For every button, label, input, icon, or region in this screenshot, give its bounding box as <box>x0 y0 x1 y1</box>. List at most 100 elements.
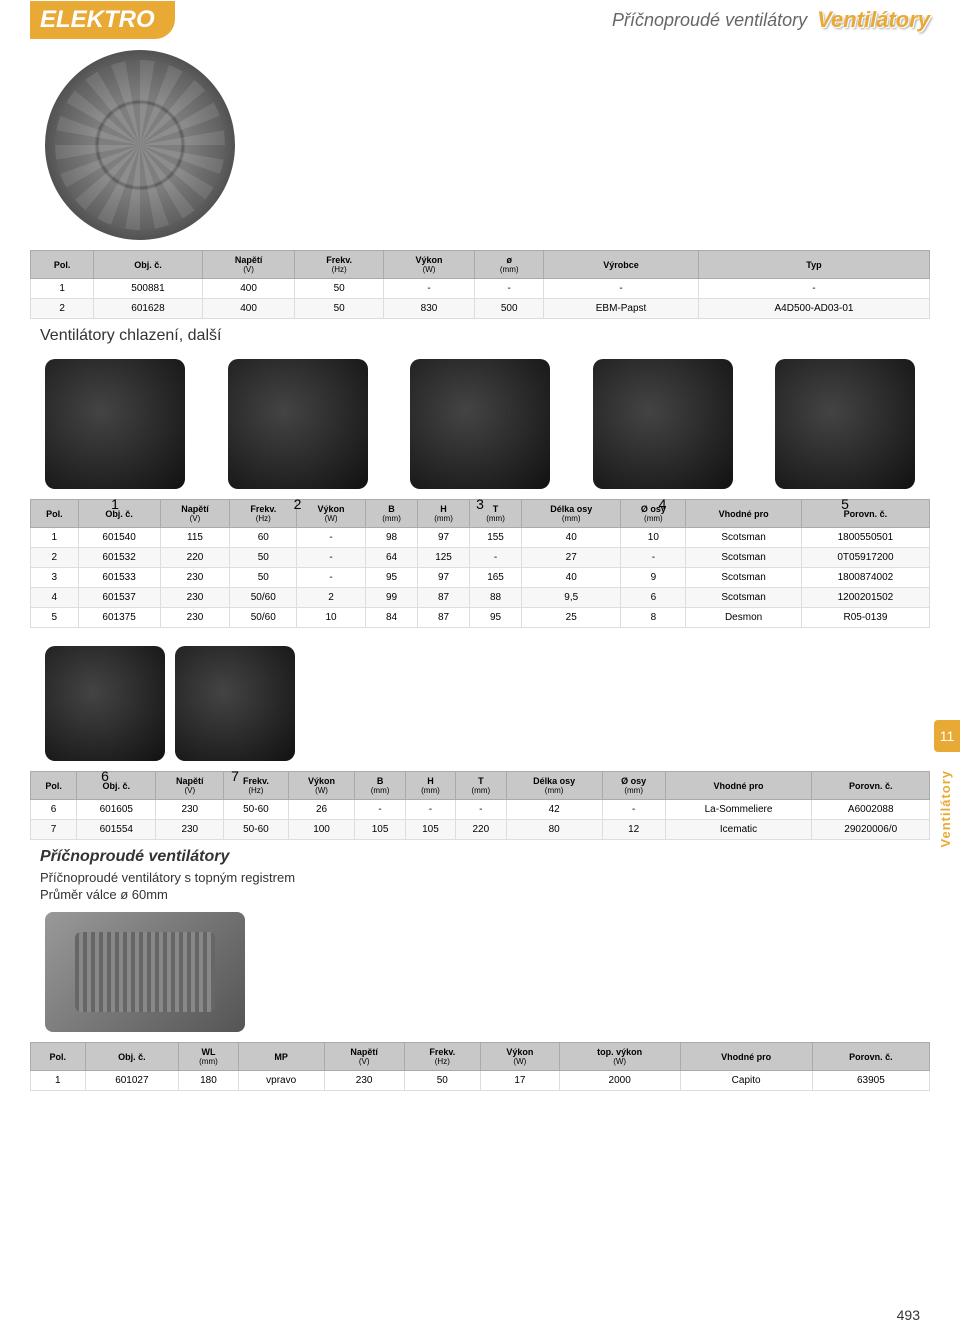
table-cell: 50 <box>230 548 297 568</box>
table-cell: A4D500-AD03-01 <box>698 299 929 319</box>
table-row: 360153323050-9597165409Scotsman180087400… <box>31 568 930 588</box>
table-cell: 84 <box>366 608 418 628</box>
table-header: H(mm) <box>418 500 470 528</box>
table-header: Porovn. č. <box>801 500 929 528</box>
table-header: Napětí(V) <box>202 251 295 279</box>
motor-label-2: 2 <box>294 496 302 512</box>
table-cell: 64 <box>366 548 418 568</box>
side-tab-text: Ventilátory <box>934 760 957 857</box>
table-header: Vhodné pro <box>665 772 812 800</box>
axial-fan-image <box>45 50 235 240</box>
table-row: 1601027180vpravo23050172000Capito63905 <box>31 1071 930 1091</box>
table-header: WL(mm) <box>179 1043 239 1071</box>
table-cell: 2 <box>297 588 366 608</box>
table-cell: 27 <box>522 548 621 568</box>
table-cell: 50 <box>404 1071 480 1091</box>
table-header: Vhodné pro <box>686 500 802 528</box>
table-cell: 17 <box>480 1071 559 1091</box>
table-cell: 3 <box>31 568 79 588</box>
table-cell: 50/60 <box>230 608 297 628</box>
table-cell: EBM-Papst <box>544 299 699 319</box>
section-sub-1: Příčnoproudé ventilátory s topným regist… <box>40 870 930 885</box>
motor-label-6: 6 <box>101 768 109 784</box>
table-cell: 50-60 <box>224 820 289 840</box>
table-cell: - <box>456 800 506 820</box>
table-header: Pol. <box>31 251 94 279</box>
table-cell: 95 <box>366 568 418 588</box>
table-cell: 4 <box>31 588 79 608</box>
table-cell: - <box>405 800 455 820</box>
table-header: Frekv.(Hz) <box>404 1043 480 1071</box>
table-cell: 601605 <box>77 800 156 820</box>
table-header: Porovn. č. <box>812 1043 929 1071</box>
table-header: Výkon(W) <box>297 500 366 528</box>
table-cell: 1800550501 <box>801 528 929 548</box>
motor-label-5: 5 <box>841 496 849 512</box>
motor-image-6 <box>45 646 165 761</box>
table-cell: - <box>544 279 699 299</box>
table-cell: 500 <box>475 299 544 319</box>
table-cell: 165 <box>470 568 522 588</box>
table-header: Obj. č. <box>77 772 156 800</box>
table-header: Frekv.(Hz) <box>295 251 383 279</box>
table-header: Délka osy(mm) <box>522 500 621 528</box>
table-cell: Scotsman <box>686 568 802 588</box>
table-header: Obj. č. <box>85 1043 179 1071</box>
table-cell: 26 <box>288 800 355 820</box>
table-cell: 601537 <box>78 588 160 608</box>
motor-image-5 <box>775 359 915 489</box>
page-header: ELEKTRO Příčnoproudé ventilátory Ventilá… <box>30 0 930 40</box>
table-cell: 601628 <box>94 299 203 319</box>
table-row: 260162840050830500EBM-PapstA4D500-AD03-0… <box>31 299 930 319</box>
table-cell: 95 <box>470 608 522 628</box>
table-cooling-motors-1: Pol.Obj. č.Napětí(V)Frekv.(Hz)Výkon(W)B(… <box>30 499 930 628</box>
table-header: T(mm) <box>456 772 506 800</box>
table-header: Pol. <box>31 500 79 528</box>
motor-label-3: 3 <box>476 496 484 512</box>
table-cell: - <box>297 548 366 568</box>
table-cell: 601554 <box>77 820 156 840</box>
table-header: B(mm) <box>366 500 418 528</box>
table-header: Délka osy(mm) <box>506 772 602 800</box>
table-cell: 8 <box>621 608 686 628</box>
table-cell: La-Sommeliere <box>665 800 812 820</box>
table-cell: 29020006/0 <box>812 820 930 840</box>
motor-label-4: 4 <box>659 496 667 512</box>
table-cell: 5 <box>31 608 79 628</box>
table-header: Napětí(V) <box>324 1043 404 1071</box>
section-title-crossflow: Příčnoproudé ventilátory <box>40 848 930 866</box>
table-cell: - <box>297 568 366 588</box>
table-cell: 400 <box>202 279 295 299</box>
table-cell: 87 <box>418 588 470 608</box>
table-cell: - <box>470 548 522 568</box>
table-cell: 98 <box>366 528 418 548</box>
table-cell: 601533 <box>78 568 160 588</box>
table-cell: - <box>475 279 544 299</box>
table-cell: 230 <box>160 608 230 628</box>
table-header: Obj. č. <box>94 251 203 279</box>
motor-image-7 <box>175 646 295 761</box>
table-header: Ø osy(mm) <box>621 500 686 528</box>
table-header: B(mm) <box>355 772 405 800</box>
table-row: 150088140050---- <box>31 279 930 299</box>
table-row: 660160523050-6026---42-La-SommeliereA600… <box>31 800 930 820</box>
table-cell: 105 <box>355 820 405 840</box>
table-cell: - <box>621 548 686 568</box>
table-cell: Scotsman <box>686 528 802 548</box>
table-cell: R05-0139 <box>801 608 929 628</box>
table-cell: 87 <box>418 608 470 628</box>
table-cell: 400 <box>202 299 295 319</box>
table-cell: vpravo <box>238 1071 324 1091</box>
table-cell: 80 <box>506 820 602 840</box>
table-cell: 40 <box>522 568 621 588</box>
table-header: H(mm) <box>405 772 455 800</box>
table-header: ø(mm) <box>475 251 544 279</box>
table-cell: 125 <box>418 548 470 568</box>
table-cell: 9 <box>621 568 686 588</box>
table-cell: 230 <box>156 800 224 820</box>
table-cell: 50 <box>295 279 383 299</box>
table-cell: 7 <box>31 820 77 840</box>
table-cell: 230 <box>156 820 224 840</box>
table-header: Porovn. č. <box>812 772 930 800</box>
table-header: top. výkon(W) <box>559 1043 680 1071</box>
